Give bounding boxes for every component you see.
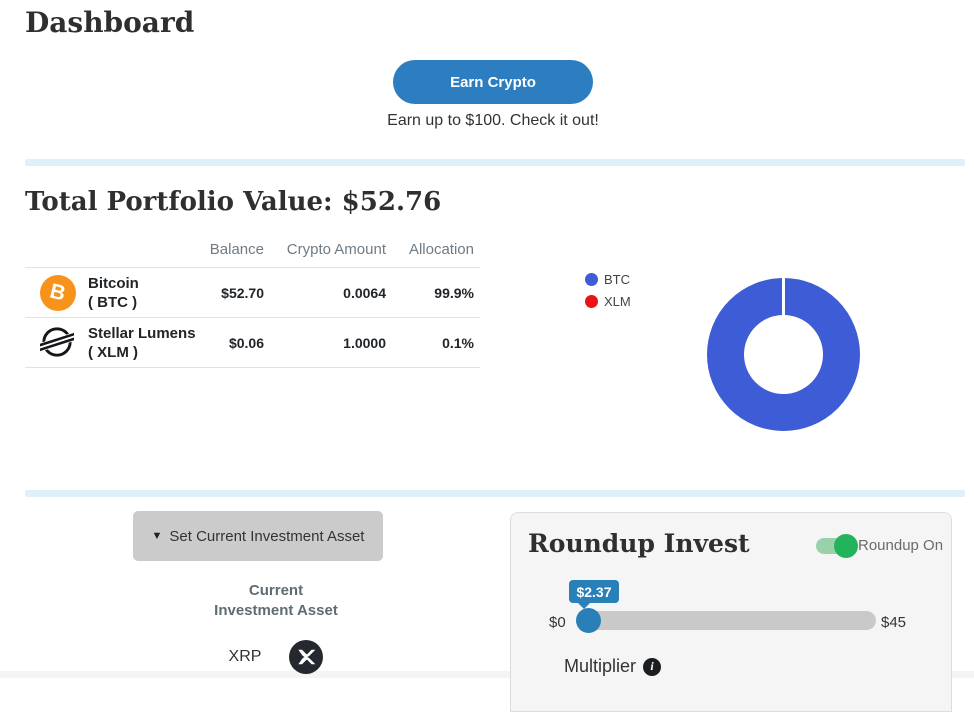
- table-row-stellar: Stellar Lumens ( XLM ) $0.06 1.0000 0.1%: [25, 318, 480, 368]
- caret-down-icon: ▼: [151, 530, 163, 542]
- asset-balance: $0.06: [228, 334, 264, 351]
- asset-crypto-amount: 1.0000: [343, 334, 386, 351]
- multiplier-row: Multiplier i: [564, 656, 662, 677]
- asset-table-header: Balance Crypto Amount Allocation: [25, 236, 480, 268]
- earn-tagline: Earn up to $100. Check it out!: [387, 112, 599, 129]
- info-icon[interactable]: i: [643, 657, 662, 676]
- total-portfolio-value: Total Portfolio Value: $52.76: [25, 187, 442, 217]
- legend-label: BTC: [604, 272, 630, 287]
- roundup-invest-card: Roundup Invest Roundup On $2.37 $0 $45 M…: [510, 512, 952, 712]
- roundup-heading: Roundup Invest: [528, 529, 750, 558]
- slider-value-tooltip: $2.37: [569, 580, 619, 609]
- slider-min-label: $0: [549, 614, 566, 631]
- asset-balance: $52.70: [221, 284, 264, 301]
- asset-crypto-amount: 0.0064: [343, 284, 386, 301]
- column-header-crypto-amount: Crypto Amount: [286, 241, 386, 258]
- bitcoin-icon: B: [40, 274, 76, 311]
- asset-allocation: 99.9%: [434, 284, 474, 301]
- legend-item-btc: BTC: [585, 272, 631, 287]
- section-divider: [25, 490, 965, 497]
- label-line-1: Current: [248, 582, 304, 599]
- set-investment-asset-button[interactable]: ▼ Set Current Investment Asset: [133, 511, 383, 561]
- current-asset-row: XRP: [135, 640, 417, 674]
- footer-strip: [0, 671, 974, 678]
- toggle-knob[interactable]: [834, 533, 858, 558]
- legend-dot-btc: [585, 273, 598, 286]
- asset-name: Stellar Lumens: [88, 324, 196, 342]
- legend-dot-xlm: [585, 295, 598, 308]
- asset-symbol: ( XLM ): [88, 343, 138, 361]
- xrp-icon: [289, 640, 324, 674]
- chart-legend: BTC XLM: [585, 272, 631, 316]
- asset-symbol: ( BTC ): [88, 293, 138, 311]
- roundup-toggle-wrap: Roundup On: [816, 533, 944, 558]
- label-line-2: Investment Asset: [214, 602, 338, 619]
- page-title: Dashboard: [25, 6, 195, 39]
- set-investment-asset-label: Set Current Investment Asset: [169, 527, 365, 545]
- column-header-allocation: Allocation: [408, 241, 474, 258]
- roundup-toggle[interactable]: [816, 533, 858, 558]
- roundup-toggle-label: Roundup On: [858, 537, 944, 554]
- legend-label: XLM: [604, 294, 631, 309]
- allocation-donut-chart: [707, 278, 860, 431]
- asset-table: Balance Crypto Amount Allocation B Bitco…: [25, 236, 480, 368]
- column-header-balance: Balance: [209, 241, 264, 258]
- stellar-icon: [40, 325, 76, 361]
- roundup-slider-track[interactable]: [576, 608, 876, 633]
- roundup-slider-handle[interactable]: [576, 608, 601, 633]
- current-investment-asset-label: Current Investment Asset: [135, 581, 417, 621]
- multiplier-label: Multiplier: [564, 656, 637, 676]
- table-row-bitcoin: B Bitcoin ( BTC ) $52.70 0.0064 99.9%: [25, 268, 480, 318]
- asset-name: Bitcoin: [88, 274, 139, 292]
- section-divider: [25, 159, 965, 166]
- slider-max-label: $45: [881, 614, 907, 631]
- donut-slice-gap: [782, 278, 785, 315]
- legend-item-xlm: XLM: [585, 294, 631, 309]
- earn-crypto-button[interactable]: Earn Crypto: [393, 60, 593, 104]
- asset-allocation: 0.1%: [442, 334, 474, 351]
- current-asset-symbol: XRP: [228, 648, 262, 665]
